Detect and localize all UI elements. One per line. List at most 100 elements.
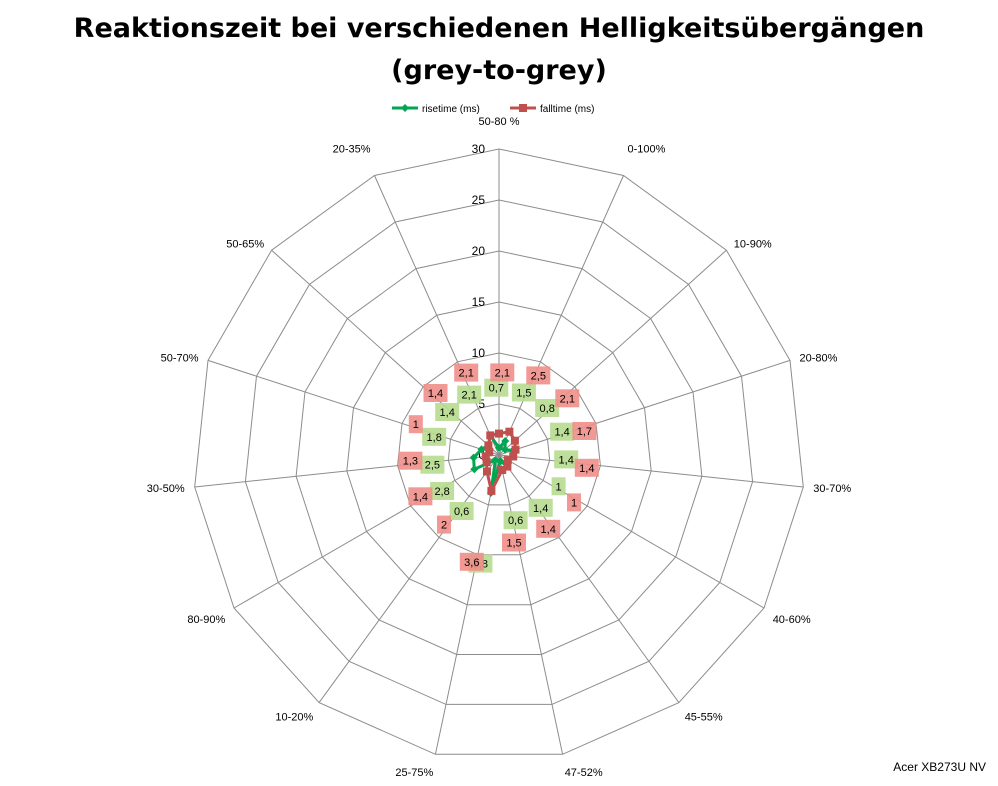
rise-data-label-2: 0,8 [540, 403, 555, 415]
fall-data-label-10: 1,4 [413, 491, 428, 503]
grid-ring-6 [194, 148, 804, 755]
grid-ring-3 [346, 301, 652, 606]
fall-label-bg-12 [408, 415, 423, 434]
rise-label-bg-4 [554, 450, 579, 469]
fall-marker-14 [486, 431, 495, 440]
tick-label-15: 15 [472, 295, 486, 309]
rise-label-bg-0 [484, 378, 509, 397]
rise-data-label-6: 1,4 [533, 503, 548, 515]
rise-data-label-12: 1,8 [427, 432, 442, 444]
fall-marker-12 [485, 447, 494, 456]
fall-data-label-14: 2,1 [459, 368, 474, 380]
category-label-1: 0-100% [628, 143, 666, 155]
category-label-9: 10-20% [275, 712, 313, 724]
tick-label-25: 25 [472, 193, 486, 207]
fall-marker-3 [511, 445, 520, 454]
rise-label-bg-14 [457, 385, 482, 404]
category-label-2: 10-90% [734, 239, 772, 251]
grid-ring-1 [447, 403, 551, 506]
legend-label-1: falltime (ms) [540, 104, 594, 115]
legend-label-0: risetime (ms) [422, 104, 480, 115]
fall-data-label-6: 1,4 [541, 524, 556, 536]
rise-label-bg-2 [535, 399, 560, 417]
spoke-1 [498, 175, 624, 456]
grid-ring-5 [244, 199, 754, 705]
fall-label-bg-3 [572, 422, 597, 440]
spoke-4 [498, 454, 804, 488]
spoke-14 [374, 175, 500, 456]
fall-marker-13 [484, 441, 493, 450]
rise-data-label-3: 1,4 [554, 427, 569, 439]
chart-subtitle: (grey-to-grey) [391, 55, 607, 86]
rise-label-bg-6 [528, 498, 553, 517]
spoke-6 [498, 454, 680, 703]
legend: risetime (ms) falltime (ms) [392, 104, 594, 115]
tick-label-5: 5 [478, 397, 485, 411]
spoke-5 [498, 454, 765, 609]
fall-data-label-1: 2,5 [531, 370, 546, 382]
rise-label-bg-7 [503, 511, 528, 530]
fall-marker-8 [487, 486, 496, 495]
fall-marker-6 [503, 462, 512, 471]
fall-marker-4 [509, 452, 518, 461]
fall-marker-5 [503, 456, 512, 465]
fall-marker-9 [483, 467, 491, 476]
category-label-8: 25-75% [395, 767, 433, 779]
fall-label-bg-9 [437, 515, 451, 534]
rise-data-label-9: 0,6 [454, 506, 469, 518]
data-labels-layer: 0,71,50,81,41,411,40,63,80,62,82,51,81,4… [398, 363, 599, 573]
tick-label-30: 30 [472, 142, 486, 156]
spoke-8 [434, 454, 500, 755]
spoke-13 [271, 249, 500, 456]
category-label-10: 80-90% [187, 614, 225, 626]
category-label-14: 20-35% [333, 143, 371, 155]
fall-label-bg-7 [502, 533, 526, 552]
rise-data-label-13: 1,4 [440, 407, 455, 419]
rise-data-label-7: 0,6 [508, 515, 523, 527]
rise-label-bg-11 [420, 455, 445, 474]
monitor-model-label: Acer XB273U NV [893, 760, 986, 774]
rise-marker-11 [469, 453, 478, 462]
spoke-9 [318, 454, 500, 703]
category-label-0: 50-80 % [479, 116, 520, 128]
fall-data-label-9: 2 [441, 520, 447, 532]
rise-marker-1 [501, 437, 510, 446]
series-layer [469, 427, 520, 497]
fall-label-bg-8 [459, 552, 484, 571]
category-label-5: 40-60% [773, 614, 811, 626]
fall-data-label-2: 2,1 [560, 393, 575, 405]
rise-data-label-14: 2,1 [462, 390, 477, 402]
fall-label-bg-11 [398, 451, 423, 470]
fall-data-label-5: 1 [571, 497, 577, 509]
rise-label-bg-3 [550, 422, 575, 441]
fall-data-label-4: 1,4 [579, 463, 594, 475]
fall-label-bg-4 [574, 458, 599, 477]
fall-data-label-11: 1,3 [403, 456, 418, 468]
tick-label-20: 20 [472, 244, 486, 258]
rise-marker-0 [495, 443, 503, 452]
category-label-12: 50-70% [161, 352, 199, 364]
category-labels: 50-80 % 0-100% 10-90% 20-80% 30-70% 40-60% 45-… [147, 116, 852, 779]
category-label-3: 20-80% [800, 352, 838, 364]
spoke-2 [498, 249, 727, 456]
rise-marker-2 [501, 445, 510, 454]
legend-marker-fall [519, 104, 527, 112]
fall-data-label-13: 1,4 [428, 388, 443, 400]
fall-marker-1 [505, 427, 514, 436]
rise-data-label-11: 2,5 [425, 460, 440, 472]
rise-data-label-5: 1 [556, 481, 562, 493]
chart-title: Reaktionszeit bei verschiedenen Helligke… [0, 8, 998, 92]
category-label-13: 50-65% [226, 239, 264, 251]
rise-data-label-1: 1,5 [516, 388, 531, 400]
category-label-4: 30-70% [813, 483, 851, 495]
spoke-12 [207, 359, 500, 456]
legend-marker-rise [401, 104, 409, 112]
rise-label-bg-9 [449, 502, 474, 520]
fall-marker-0 [495, 429, 503, 438]
fall-data-label-3: 1,7 [577, 426, 592, 438]
fall-marker-11 [481, 452, 490, 461]
fall-label-bg-14 [454, 363, 479, 382]
rise-label-bg-13 [435, 403, 460, 421]
rise-label-bg-5 [551, 477, 566, 496]
